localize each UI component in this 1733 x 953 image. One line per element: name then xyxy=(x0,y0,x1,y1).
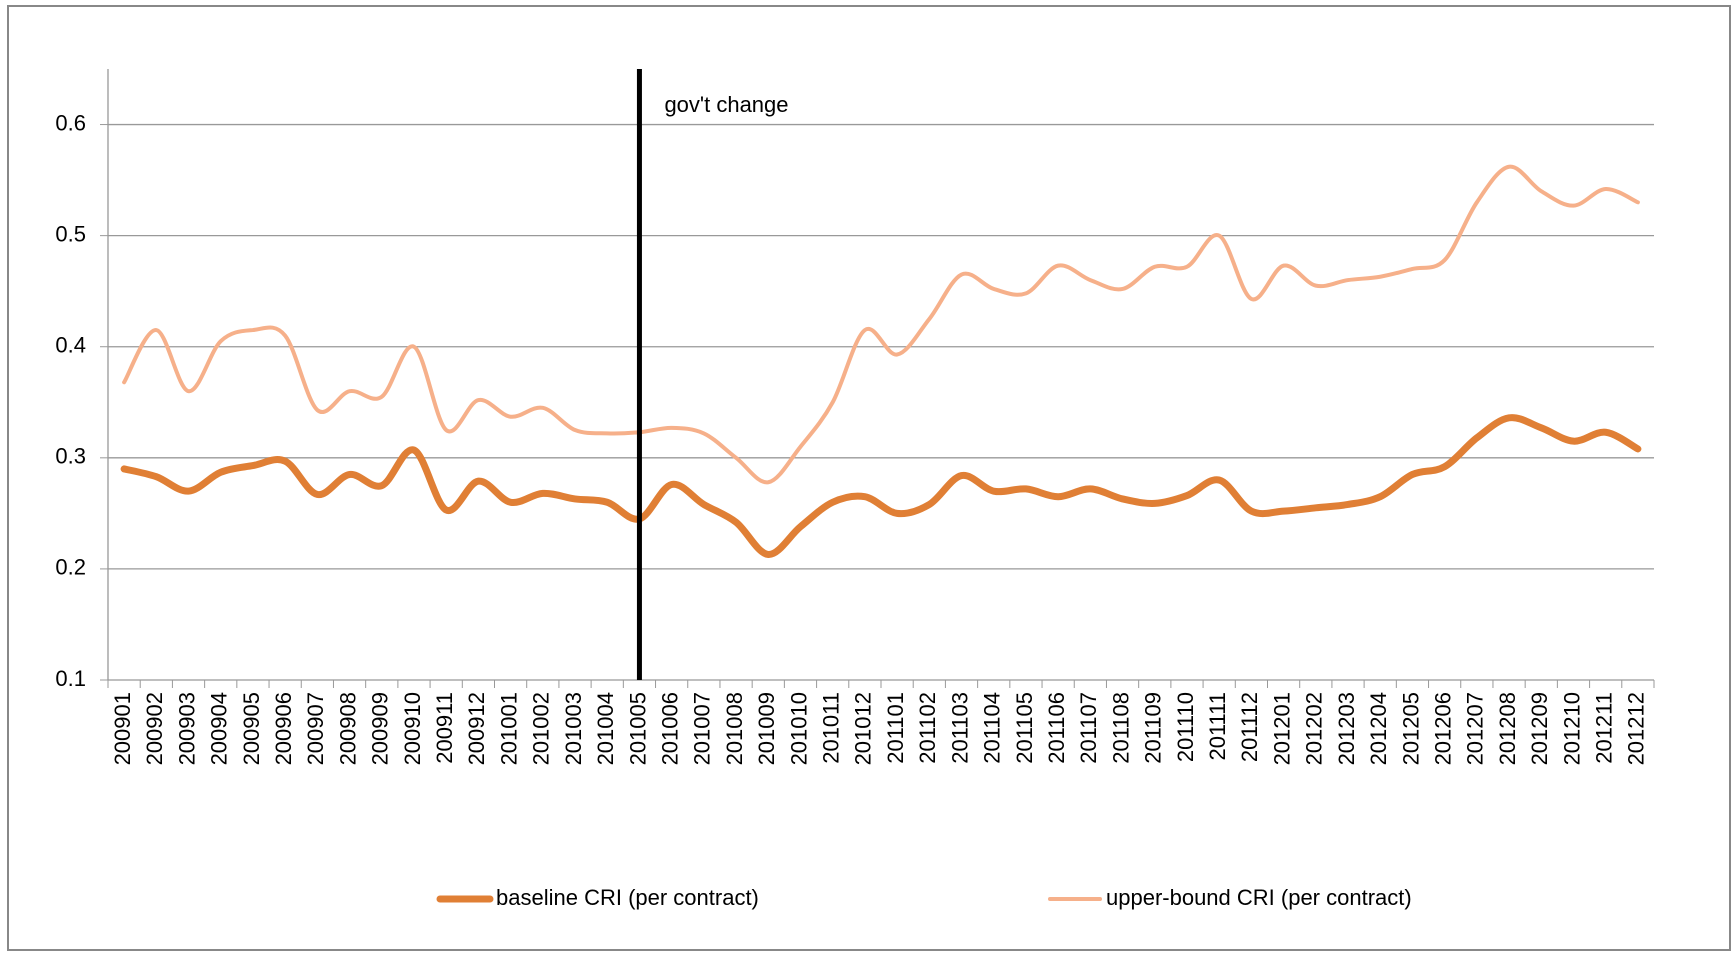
annotation-text: gov't change xyxy=(664,92,788,117)
x-tick-label: 201109 xyxy=(1141,692,1166,764)
x-tick-label: 200911 xyxy=(432,692,457,764)
x-tick-label: 200906 xyxy=(271,692,296,765)
y-tick-label: 0.4 xyxy=(55,333,86,358)
x-tick-label: 200912 xyxy=(464,692,489,765)
x-tick-label: 200910 xyxy=(400,692,425,765)
x-tick-label: 200909 xyxy=(368,692,393,765)
x-tick-label: 201107 xyxy=(1076,692,1101,764)
x-tick-label: 201105 xyxy=(1012,692,1037,764)
x-tick-label: 201111 xyxy=(1205,692,1230,761)
x-tick-label: 201211 xyxy=(1592,692,1617,764)
x-tick-label: 201204 xyxy=(1366,692,1391,765)
y-tick-label: 0.3 xyxy=(55,444,86,469)
x-tick-label: 201006 xyxy=(657,692,682,765)
x-tick-label: 201108 xyxy=(1108,692,1133,764)
x-tick-label: 201206 xyxy=(1430,692,1455,765)
x-tick-label: 201011 xyxy=(819,692,844,764)
x-tick-label: 201104 xyxy=(980,692,1005,764)
x-tick-label: 201004 xyxy=(593,692,618,765)
x-tick-label: 201005 xyxy=(625,692,650,765)
x-tick-label: 201001 xyxy=(496,692,521,765)
x-tick-label: 201101 xyxy=(883,692,908,764)
x-tick-label: 201207 xyxy=(1463,692,1488,765)
x-tick-label: 201209 xyxy=(1527,692,1552,765)
x-tick-label: 200903 xyxy=(174,692,199,765)
x-tick-label: 201201 xyxy=(1269,692,1294,765)
x-tick-label: 201212 xyxy=(1624,692,1649,765)
x-tick-label: 201002 xyxy=(529,692,554,765)
x-tick-label: 201202 xyxy=(1302,692,1327,765)
y-tick-label: 0.1 xyxy=(55,666,86,691)
x-tick-label: 201112 xyxy=(1237,692,1262,762)
x-tick-label: 201012 xyxy=(851,692,876,765)
x-tick-label: 201007 xyxy=(690,692,715,765)
x-tick-label: 200904 xyxy=(207,692,232,765)
x-tick-label: 201205 xyxy=(1398,692,1423,765)
x-tick-label: 201210 xyxy=(1559,692,1584,765)
x-tick-label: 201103 xyxy=(947,692,972,764)
x-tick-label: 200908 xyxy=(335,692,360,765)
x-tick-label: 201010 xyxy=(786,692,811,765)
y-tick-label: 0.6 xyxy=(55,110,86,135)
chart-frame xyxy=(7,5,1731,951)
x-tick-label: 200901 xyxy=(110,692,135,765)
x-tick-label: 201003 xyxy=(561,692,586,765)
x-tick-label: 201203 xyxy=(1334,692,1359,765)
y-tick-label: 0.5 xyxy=(55,221,86,246)
legend-label: baseline CRI (per contract) xyxy=(496,885,759,910)
x-tick-label: 200907 xyxy=(303,692,328,765)
x-tick-label: 201106 xyxy=(1044,692,1069,764)
x-tick-label: 200905 xyxy=(239,692,264,765)
series-line xyxy=(120,414,1642,558)
x-tick-label: 201208 xyxy=(1495,692,1520,765)
x-tick-label: 201110 xyxy=(1173,692,1198,762)
x-tick-label: 201009 xyxy=(754,692,779,765)
y-tick-label: 0.2 xyxy=(55,555,86,580)
legend-label: upper-bound CRI (per contract) xyxy=(1106,885,1412,910)
x-tick-label: 201008 xyxy=(722,692,747,765)
x-tick-label: 200902 xyxy=(142,692,167,765)
x-tick-label: 201102 xyxy=(915,692,940,764)
series-line xyxy=(122,164,1640,485)
